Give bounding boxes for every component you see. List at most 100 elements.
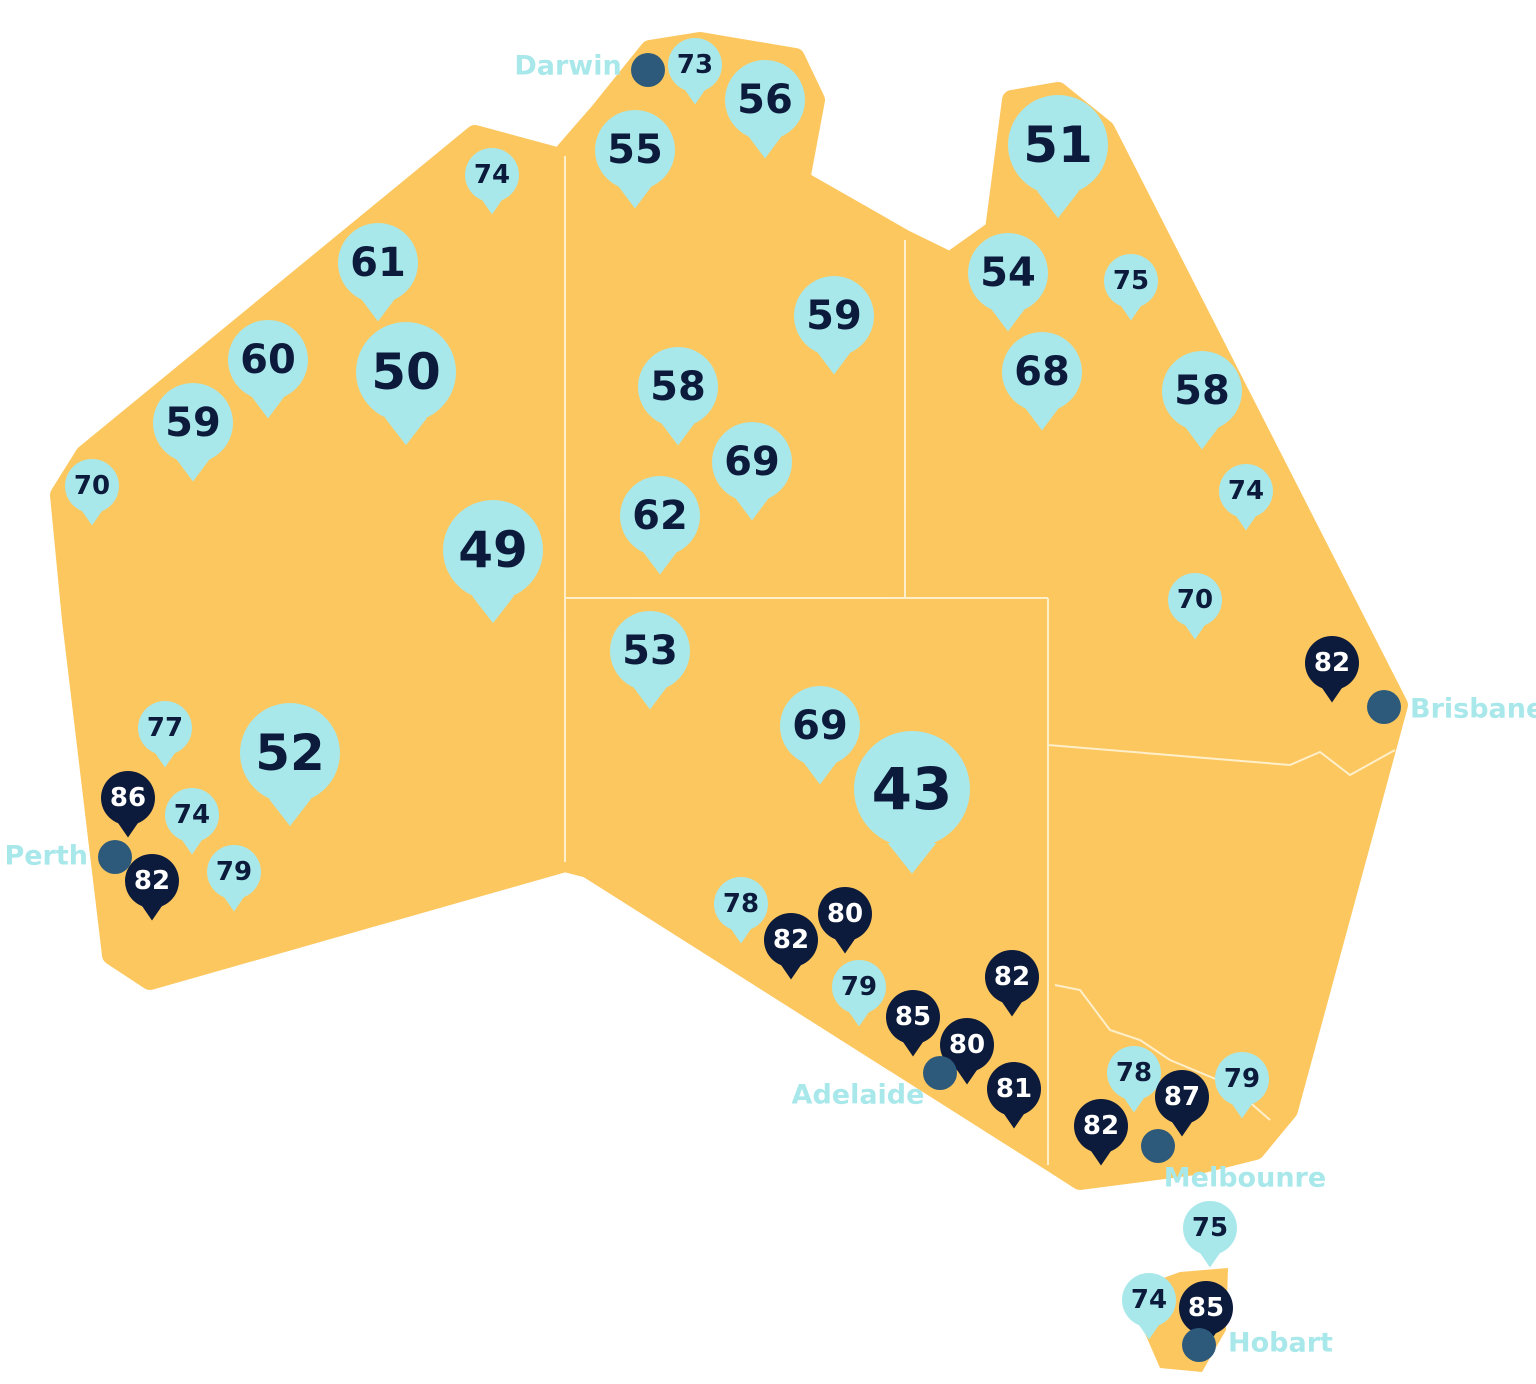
pin-value: 60: [240, 337, 296, 383]
pin-value: 85: [895, 1002, 931, 1032]
pin-circle: [338, 223, 418, 303]
pin-pointer: [1000, 1000, 1024, 1017]
pin-circle: [138, 701, 192, 755]
pins: 73 56 55 74 51 61 54 75 59 60 50 68 58 58 59 69 70 74 62 49…: [65, 38, 1359, 1348]
pin: 74: [465, 148, 519, 215]
pin-pointer: [1170, 1120, 1194, 1137]
pin-pointer: [1119, 304, 1143, 321]
city-label: Darwin: [514, 51, 621, 82]
pin-pointer: [153, 751, 177, 768]
pin: 70: [1168, 573, 1222, 640]
pin-circle: [125, 854, 179, 908]
pin: 60: [228, 320, 308, 419]
pin-circle: [725, 60, 805, 140]
pin-pointer: [633, 687, 667, 710]
pin-pointer: [480, 198, 504, 215]
pin-pointer: [222, 895, 246, 912]
pin: 82: [985, 950, 1039, 1017]
pin-value: 75: [1113, 266, 1149, 296]
pin: 82: [764, 913, 818, 980]
pin-value: 75: [1192, 1213, 1228, 1243]
pin-pointer: [176, 459, 210, 482]
pin-circle: [886, 990, 940, 1044]
pin-pointer: [1002, 1112, 1026, 1129]
pin-circle: [940, 1018, 994, 1072]
pin: 85: [1179, 1281, 1233, 1348]
pin: 55: [595, 110, 675, 209]
city-dot: [923, 1056, 957, 1090]
pin-circle: [780, 686, 860, 766]
pin-pointer: [1320, 686, 1344, 703]
pin-pointer: [683, 88, 707, 105]
pin-circle: [443, 500, 543, 600]
pin-value: 51: [1023, 116, 1093, 174]
pin-circle: [1305, 636, 1359, 690]
pin-value: 61: [350, 240, 406, 286]
pin-value: 74: [174, 800, 210, 830]
pin-value: 50: [371, 343, 441, 401]
pin-value: 86: [110, 783, 146, 813]
pin-circle: [465, 148, 519, 202]
pin: 81: [987, 1062, 1041, 1129]
pin-value: 82: [134, 866, 170, 896]
pin-pointer: [729, 927, 753, 944]
pin-value: 55: [607, 127, 663, 173]
pin: 78: [1107, 1046, 1161, 1113]
pin-circle: [65, 459, 119, 513]
pin: 53: [610, 611, 690, 710]
pin: 59: [794, 276, 874, 375]
pin-circle: [714, 877, 768, 931]
pin-circle: [207, 845, 261, 899]
pin-value: 82: [773, 925, 809, 955]
pin-value: 68: [1014, 349, 1070, 395]
pin-circle: [1155, 1070, 1209, 1124]
pin-pointer: [1198, 1251, 1222, 1268]
city-dot: [1367, 690, 1401, 724]
pin: 78: [714, 877, 768, 944]
pin: 69: [780, 686, 860, 785]
city-dot: [1182, 1328, 1216, 1362]
pin-value: 56: [737, 77, 793, 123]
pin-value: 54: [980, 250, 1036, 296]
pin-circle: [987, 1062, 1041, 1116]
pin: 80: [818, 887, 872, 954]
pin-pointer: [661, 423, 695, 446]
pin-circle: [620, 476, 700, 556]
pin-circle: [165, 788, 219, 842]
pin-pointer: [180, 838, 204, 855]
pin-circle: [818, 887, 872, 941]
pin-value: 78: [1116, 1058, 1152, 1088]
pin-circle: [794, 276, 874, 356]
pin-pointer: [803, 762, 837, 785]
pin-circle: [610, 611, 690, 691]
pin-circle: [712, 422, 792, 502]
pin-circle: [854, 731, 970, 847]
pin-value: 59: [806, 293, 862, 339]
pin-circle: [1002, 332, 1082, 412]
pin-pointer: [618, 186, 652, 209]
cities: Darwin Brisbane Perth Adelaide Melbounre Hoba…: [4, 51, 1536, 1362]
pin-circle: [356, 322, 456, 422]
pin-circle: [1008, 95, 1108, 195]
pin-circle: [1215, 1052, 1269, 1106]
pin-circle: [240, 703, 340, 803]
pin-pointer: [748, 136, 782, 159]
pin-value: 82: [1083, 1111, 1119, 1141]
pin-pointer: [1183, 623, 1207, 640]
pin-pointer: [1037, 191, 1079, 219]
pin: 77: [138, 701, 192, 768]
pin: 54: [968, 233, 1048, 332]
pin-value: 80: [949, 1030, 985, 1060]
pin: 50: [356, 322, 456, 446]
pin-pointer: [140, 904, 164, 921]
pin-circle: [1122, 1273, 1176, 1327]
pin-circle: [1107, 1046, 1161, 1100]
city-label: Brisbane: [1410, 694, 1536, 725]
pin-value: 73: [677, 50, 713, 80]
pin-pointer: [1185, 427, 1219, 450]
pin: 75: [1104, 254, 1158, 321]
pin: 73: [668, 38, 722, 105]
pin-value: 49: [458, 521, 528, 579]
city-dot: [631, 53, 665, 87]
pin: 86: [101, 771, 155, 838]
